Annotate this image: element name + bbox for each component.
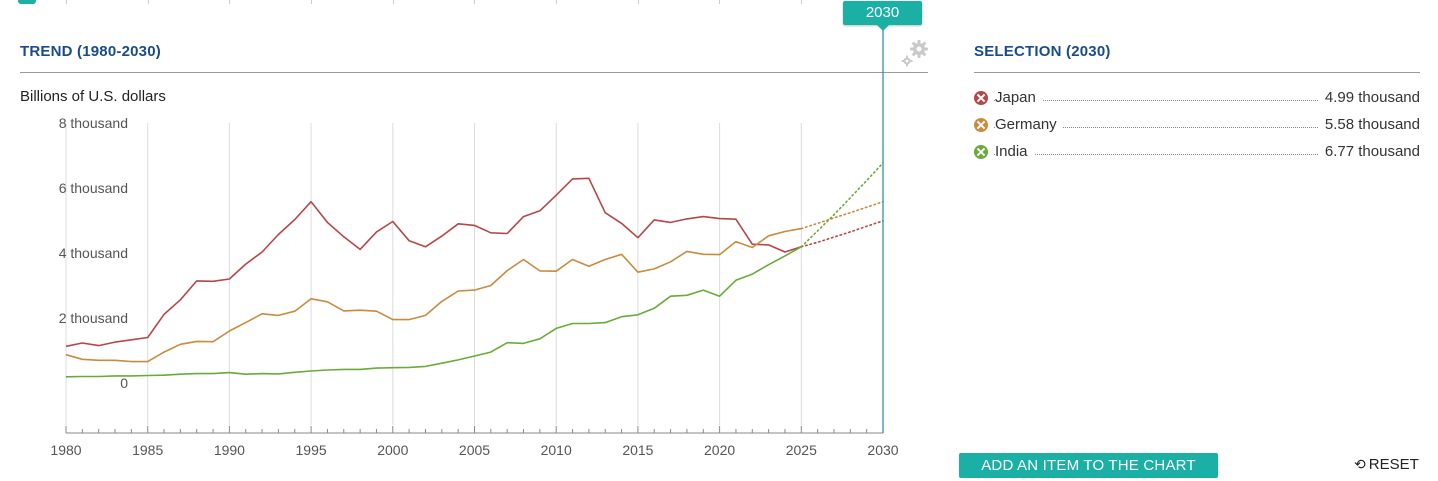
legend-name: Germany [995,116,1063,133]
reset-icon: ⟲ [1354,456,1366,472]
y-tick-label: 2 thousand [59,310,128,326]
x-tick-label: 2030 [867,442,898,458]
y-tick-label: 6 thousand [59,180,128,196]
x-tick-label: 2010 [541,442,572,458]
y-tick-label: 8 thousand [59,115,128,131]
strip-tick [638,0,639,4]
gear-icon[interactable] [900,38,930,68]
add-item-button[interactable]: ADD AN ITEM TO THE CHART [959,453,1218,478]
year-strip [0,0,802,4]
x-tick-label: 2000 [377,442,408,458]
x-tick-label: 2025 [786,442,817,458]
legend-value: 4.99 thousand [1318,89,1420,106]
series-projection-germany [800,200,884,230]
x-tick-label: 1980 [50,442,81,458]
trend-title: TREND (1980-2030) [20,43,161,60]
series-line-germany [65,227,802,363]
strip-tick [66,0,67,4]
selection-title: SELECTION (2030) [974,43,1111,60]
legend-name: India [995,143,1034,160]
trend-divider [20,72,928,73]
x-tick-label: 1990 [214,442,245,458]
trend-chart: 1980 1985 1990 1995 2000 2005 2010 2015 2020 2025… [50,24,899,458]
series-line-japan [65,177,802,348]
y-tick-label: 0 [120,375,128,391]
x-tick-label: 1985 [132,442,163,458]
remove-icon[interactable] [974,118,988,132]
remove-icon[interactable] [974,91,988,105]
x-tick-label: 1995 [296,442,327,458]
series-projection-japan [800,220,884,248]
strip-tick [719,0,720,4]
leader-dots [994,100,1420,101]
strip-selection-handle[interactable] [18,0,36,4]
selected-year-badge[interactable]: 2030 [843,1,922,31]
legend-name: Japan [995,89,1042,106]
remove-icon[interactable] [974,145,988,159]
strip-tick [148,0,149,4]
strip-tick [393,0,394,4]
reset-button[interactable]: ⟲ RESET [1354,456,1419,473]
strip-tick [229,0,230,4]
legend-item-germany[interactable]: Germany 5.58 thousand [974,114,1420,141]
series-projection-india [800,162,884,248]
selection-divider [974,72,1420,73]
leader-dots [994,154,1420,155]
x-tick-label: 2020 [704,442,735,458]
legend-item-india[interactable]: India 6.77 thousand [974,141,1420,168]
x-tick-label: 2015 [622,442,653,458]
legend-value: 5.58 thousand [1318,116,1420,133]
x-tick-label: 2005 [459,442,490,458]
strip-tick [556,0,557,4]
strip-tick [801,0,802,4]
series-line-india [65,246,802,378]
reset-label: RESET [1368,456,1419,473]
y-tick-label: 4 thousand [59,245,128,261]
legend-value: 6.77 thousand [1318,143,1420,160]
selection-legend: Japan 4.99 thousand Germany 5.58 thousan… [974,87,1420,168]
leader-dots [994,127,1420,128]
y-unit-label: Billions of U.S. dollars [20,88,166,105]
strip-tick [474,0,475,4]
legend-item-japan[interactable]: Japan 4.99 thousand [974,87,1420,114]
strip-tick [311,0,312,4]
